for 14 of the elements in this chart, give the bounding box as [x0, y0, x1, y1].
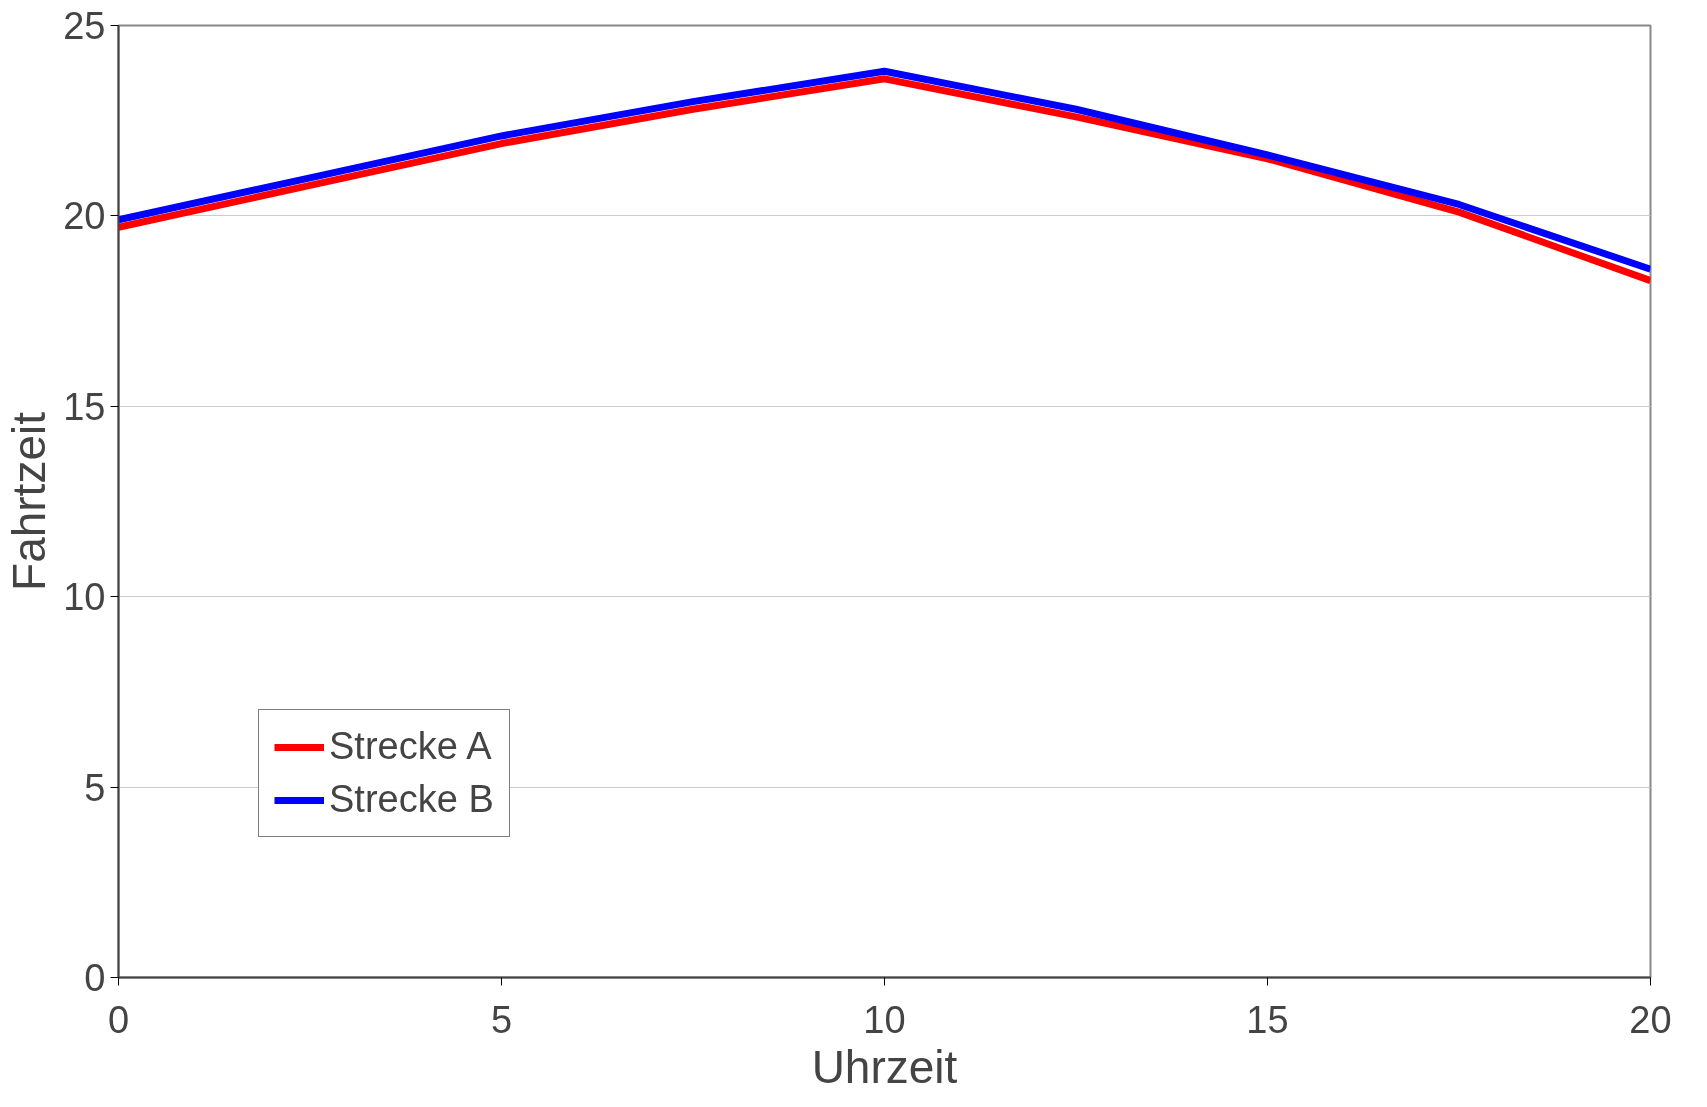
y-tick-label: 25 — [63, 5, 106, 47]
x-tick-label: 10 — [863, 998, 906, 1041]
y-tick-label: 5 — [84, 766, 106, 809]
legend-label: Strecke B — [329, 778, 494, 821]
x-tick-label: 20 — [1629, 998, 1672, 1041]
x-tick-label: 15 — [1246, 998, 1289, 1041]
y-tick-label: 20 — [63, 195, 106, 238]
y-tick-label: 0 — [84, 957, 106, 999]
legend-label: Strecke A — [329, 725, 492, 768]
y-tick-label: 10 — [63, 576, 106, 619]
x-tick-label: 5 — [490, 998, 513, 1041]
x-axis-title: Uhrzeit — [811, 1040, 958, 1093]
y-tick-label: 15 — [63, 385, 106, 428]
y-axis-title: Fahrtzeit — [3, 411, 56, 591]
